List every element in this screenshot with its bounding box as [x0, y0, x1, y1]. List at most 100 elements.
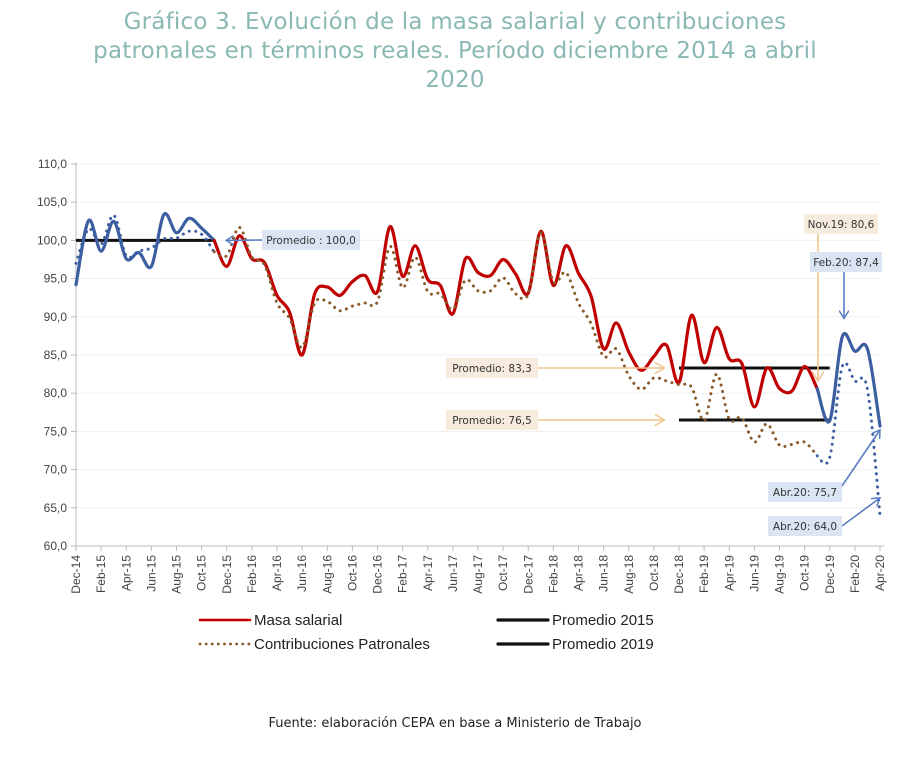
contribuciones-point — [765, 422, 768, 425]
x-tick-label: Oct-15 — [195, 555, 209, 591]
annotation-label: Feb.20: 87,4 — [813, 257, 879, 269]
contribuciones-point — [879, 514, 882, 517]
contribuciones-point — [527, 292, 530, 295]
masa-salarial-point — [313, 292, 316, 295]
masa-salarial-point — [778, 387, 781, 390]
contribuciones-point — [778, 444, 781, 447]
annotation-arrow — [841, 498, 880, 527]
masa-salarial-point — [816, 387, 819, 390]
masa-salarial-point — [564, 244, 567, 247]
x-tick-label: Apr-16 — [270, 555, 284, 591]
contribuciones-point — [401, 286, 404, 289]
x-tick-label: Dec-19 — [823, 555, 837, 594]
contribuciones-point — [866, 388, 869, 391]
masa-salarial-point — [690, 314, 693, 317]
contribuciones-line-blue — [815, 361, 882, 517]
legend: Masa salarial Promedio 2015 Contribuciones… — [198, 612, 654, 653]
contribuciones-point — [652, 376, 655, 379]
contribuciones-point — [514, 292, 517, 295]
x-tick-label: Feb-19 — [697, 555, 711, 593]
x-tick-label: Oct-18 — [647, 555, 661, 591]
masa-salarial-point — [627, 350, 630, 353]
masa-salarial-point — [765, 366, 768, 369]
masa-salarial-point — [753, 405, 756, 408]
gridlines — [76, 163, 880, 509]
masa-salarial-point — [866, 347, 869, 350]
series-lines — [74, 211, 882, 517]
contribuciones-point — [389, 245, 392, 248]
x-tick-label: Feb-20 — [848, 555, 862, 593]
contribuciones-point — [376, 300, 379, 303]
line-chart: 60,0 65,0 70,0 75,0 80,0 85,0 90,0 95,0 100,0 105… — [37, 157, 887, 653]
masa-salarial-point — [326, 286, 329, 289]
masa-salarial-point — [112, 220, 115, 223]
contribuciones-point — [791, 443, 794, 446]
contribuciones-point — [740, 416, 743, 419]
x-tick-label: Dec-16 — [371, 555, 385, 594]
masa-salarial-point — [376, 290, 379, 293]
contribuciones-point — [552, 280, 555, 283]
x-tick-label: Apr-17 — [421, 555, 435, 591]
contribuciones-point — [828, 456, 831, 459]
masa-salarial-point — [615, 321, 618, 324]
masa-salarial-point — [200, 227, 203, 230]
masa-salarial-point — [401, 275, 404, 278]
masa-salarial-point — [590, 295, 593, 298]
contribuciones-point — [87, 227, 90, 230]
legend-label: Promedio 2019 — [552, 636, 654, 653]
contribuciones-point — [640, 388, 643, 391]
y-tick-label: 75,0 — [44, 424, 68, 438]
contribuciones-point — [690, 386, 693, 389]
annotation-abr20_masa: Abr.20: 75,7 — [768, 430, 880, 502]
contribuciones-point — [577, 302, 580, 305]
masa-salarial-point — [338, 294, 341, 297]
x-tick-label: Oct-19 — [798, 555, 812, 591]
masa-salarial-point — [439, 284, 442, 287]
contribuciones-point — [162, 237, 165, 240]
contribuciones-point — [539, 231, 542, 234]
annotations: Promedio : 100,0 Promedio: 83,3 Promedio: … — [226, 214, 882, 536]
source-note: Fuente: elaboración CEPA en base a Minis… — [268, 716, 642, 731]
contribuciones-point — [238, 226, 241, 229]
annotation-abr20_contrib: Abr.20: 64,0 — [768, 498, 880, 536]
contribuciones-point — [188, 230, 191, 233]
contribuciones-point — [451, 308, 454, 311]
masa-salarial-point — [853, 350, 856, 353]
y-tick-label: 95,0 — [44, 272, 68, 286]
legend-label: Masa salarial — [254, 612, 342, 629]
contribuciones-line-brown — [212, 225, 819, 458]
masa-salarial-point — [703, 361, 706, 364]
x-tick-label: Feb-16 — [245, 555, 259, 593]
annotation-label: Promedio : 100,0 — [266, 235, 356, 247]
masa-salarial-point — [301, 354, 304, 357]
contribuciones-point — [489, 289, 492, 292]
legend-item-contribuciones-patronales: Contribuciones Patronales — [198, 636, 430, 653]
annotation-label: Abr.20: 75,7 — [773, 487, 837, 499]
annotation-label: Nov.19: 80,6 — [808, 219, 875, 231]
x-tick-label: Jun-16 — [295, 555, 309, 592]
contribuciones-point — [426, 290, 429, 293]
annotation-box — [810, 252, 882, 272]
x-tick-label: Apr-18 — [572, 555, 586, 591]
contribuciones-point — [225, 254, 228, 257]
masa-salarial-point — [602, 347, 605, 350]
masa-salarial-point — [841, 335, 844, 338]
masa-salarial-point — [100, 250, 103, 253]
masa-salarial-point — [828, 419, 831, 422]
masa-salarial-point — [389, 225, 392, 228]
masa-salarial-point — [652, 355, 655, 358]
masa-salarial-point — [640, 369, 643, 372]
masa-salarial-line-red — [212, 225, 819, 409]
contribuciones-point — [602, 355, 605, 358]
masa-salarial-point — [426, 278, 429, 281]
contribuciones-point — [100, 243, 103, 246]
x-tick-label: Jun-17 — [446, 555, 460, 592]
contribuciones-point — [213, 250, 216, 253]
masa-salarial-point — [162, 213, 165, 216]
x-tick-label: Feb-17 — [396, 555, 410, 593]
legend-label: Contribuciones Patronales — [254, 636, 430, 653]
title-line-2: patronales en términos reales. Período d… — [93, 38, 817, 64]
masa-salarial-point — [577, 272, 580, 275]
contribuciones-point — [288, 317, 291, 320]
masa-salarial-point — [414, 244, 417, 247]
